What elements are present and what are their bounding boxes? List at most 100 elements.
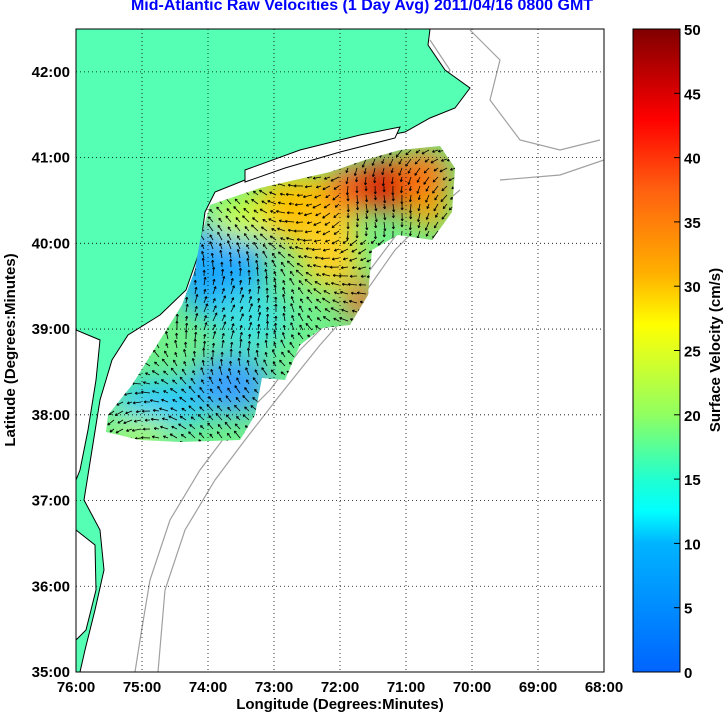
velocity-arrow	[356, 212, 359, 221]
velocity-arrow	[323, 203, 331, 209]
velocity-arrowhead	[208, 415, 212, 419]
y-tick-label: 36:00	[32, 578, 70, 595]
velocity-arrow	[248, 315, 252, 322]
velocity-arrow	[296, 262, 304, 268]
velocity-arrowhead	[210, 252, 214, 256]
velocity-arrowhead	[269, 235, 273, 239]
velocity-arrow	[349, 239, 358, 246]
velocity-arrowhead	[163, 390, 167, 394]
velocity-arrow	[199, 387, 205, 394]
velocity-arrowhead	[425, 188, 429, 192]
velocity-arrowhead	[340, 290, 343, 294]
velocity-arrowhead	[213, 305, 217, 309]
velocity-arrowhead	[227, 233, 230, 237]
velocity-arrowhead	[201, 244, 205, 247]
velocity-arrow	[268, 218, 277, 223]
velocity-arrowhead	[435, 214, 438, 218]
velocity-arrow	[217, 405, 223, 412]
velocity-arrow	[159, 407, 169, 412]
velocity-arrow	[244, 226, 250, 232]
velocity-arrowhead	[274, 315, 278, 319]
velocity-arrow	[211, 357, 214, 367]
velocity-arrowhead	[261, 200, 265, 204]
velocity-arrowhead	[209, 241, 213, 245]
velocity-arrowhead	[114, 413, 118, 416]
velocity-arrowhead	[316, 273, 319, 277]
velocity-arrowhead	[425, 217, 429, 220]
velocity-arrowhead	[333, 186, 337, 190]
velocity-arrow	[247, 347, 250, 358]
velocity-arrowhead	[132, 401, 136, 405]
velocity-arrowhead	[209, 388, 213, 392]
velocity-arrowhead	[216, 431, 220, 435]
velocity-arrowhead	[163, 435, 166, 439]
velocity-arrow	[383, 221, 386, 231]
velocity-arrowhead	[365, 210, 369, 214]
velocity-arrow	[192, 358, 196, 367]
velocity-arrowhead	[126, 401, 130, 405]
velocity-arrowhead	[190, 416, 194, 420]
velocity-arrowhead	[282, 293, 286, 297]
velocity-arrowhead	[277, 251, 281, 255]
velocity-arrowhead	[304, 230, 308, 234]
velocity-arrowhead	[383, 200, 387, 204]
velocity-arrow	[395, 149, 403, 158]
velocity-arrowhead	[382, 189, 386, 193]
velocity-arrow	[398, 158, 403, 165]
velocity-arrowhead	[217, 224, 221, 228]
velocity-arrowhead	[142, 427, 146, 431]
velocity-arrowhead	[262, 219, 266, 222]
velocity-arrowhead	[315, 185, 319, 189]
velocity-arrowhead	[201, 359, 205, 363]
velocity-arrowhead	[241, 294, 245, 298]
velocity-arrowhead	[239, 279, 243, 283]
velocity-arrow	[225, 414, 232, 421]
velocity-arrowhead	[163, 370, 167, 374]
velocity-arrowhead	[289, 246, 292, 250]
velocity-arrow	[262, 244, 268, 250]
velocity-arrowhead	[244, 425, 248, 429]
velocity-arrowhead	[175, 320, 179, 324]
velocity-arrow	[323, 266, 331, 268]
velocity-arrowhead	[189, 424, 193, 427]
velocity-arrowhead	[364, 188, 368, 192]
velocity-arrowhead	[285, 192, 289, 196]
velocity-arrowhead	[267, 200, 271, 203]
velocity-arrowhead	[390, 181, 394, 185]
velocity-arrowhead	[315, 230, 319, 234]
velocity-arrow	[227, 432, 232, 439]
velocity-arrowhead	[227, 432, 230, 436]
velocity-arrowhead	[280, 339, 284, 343]
velocity-arrowhead	[321, 273, 325, 277]
velocity-arrowhead	[234, 404, 237, 408]
velocity-arrow	[425, 185, 430, 192]
velocity-arrowhead	[247, 269, 251, 273]
velocity-arrowhead	[332, 299, 336, 303]
velocity-arrowhead	[239, 325, 243, 328]
velocity-arrowhead	[210, 356, 214, 360]
velocity-arrowhead	[209, 208, 213, 212]
velocity-arrowhead	[400, 201, 404, 205]
velocity-arrowhead	[330, 178, 334, 182]
velocity-arrowhead	[228, 368, 232, 371]
velocity-arrowhead	[154, 381, 157, 385]
velocity-arrowhead	[312, 205, 316, 209]
velocity-arrow	[333, 317, 340, 322]
colorbar-tick-label: 20	[684, 408, 701, 425]
velocity-arrowhead	[201, 257, 205, 261]
velocity-arrowhead	[202, 340, 207, 344]
colorbar-tick-label: 40	[684, 151, 701, 168]
velocity-arrow	[289, 271, 295, 277]
velocity-arrowhead	[238, 260, 242, 264]
velocity-arrowhead	[408, 188, 412, 192]
velocity-arrowhead	[279, 359, 283, 363]
velocity-arrow	[207, 422, 214, 430]
velocity-arrowhead	[322, 215, 326, 219]
velocity-arrow	[414, 158, 421, 165]
velocity-arrow	[243, 208, 250, 214]
velocity-arrow	[269, 191, 277, 196]
velocity-arrowhead	[290, 296, 294, 299]
velocity-arrowhead	[237, 369, 241, 373]
velocity-arrowhead	[290, 322, 294, 326]
velocity-arrow	[263, 359, 268, 367]
